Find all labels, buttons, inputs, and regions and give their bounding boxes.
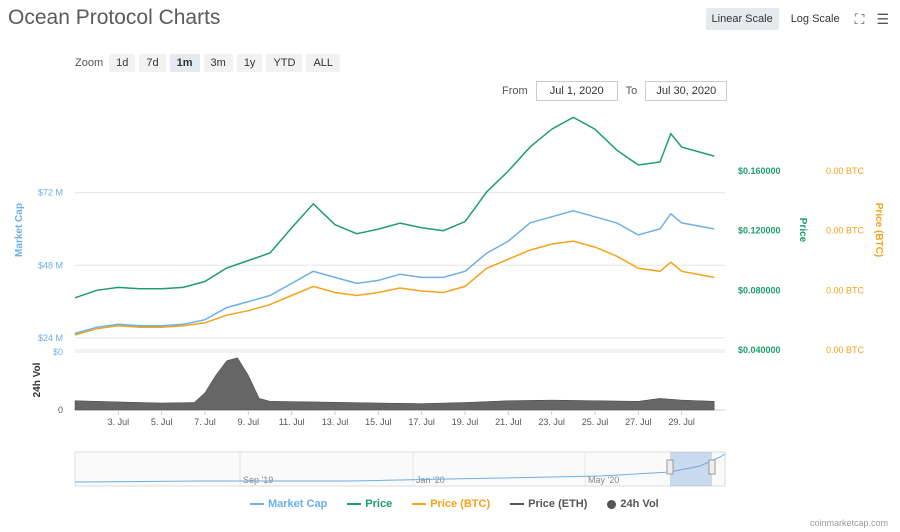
legend-price[interactable]: Price: [347, 498, 392, 510]
price-tick-label: $0.120000: [738, 226, 781, 236]
x-tick-label: 5. Jul: [151, 417, 173, 427]
x-tick-label: 21. Jul: [495, 417, 522, 427]
legend-24h-vol[interactable]: 24h Vol: [607, 498, 659, 510]
linear-scale-button[interactable]: Linear Scale: [705, 8, 779, 30]
legend-price-btc[interactable]: Price (BTC): [412, 498, 490, 510]
from-date-input[interactable]: [535, 81, 618, 101]
zoom-3m-button[interactable]: 3m: [203, 54, 233, 72]
navigator-handle-right: [708, 459, 716, 475]
market-cap-line: [74, 210, 715, 335]
to-label: To: [625, 85, 638, 97]
zoom-all-button[interactable]: ALL: [306, 54, 341, 72]
x-tick-label: 19. Jul: [452, 417, 479, 427]
x-tick-label: 17. Jul: [408, 417, 435, 427]
price-line: [74, 116, 715, 299]
zoom-row: Zoom 1d 7d 1m 3m 1y YTD ALL: [75, 54, 341, 72]
x-tick-label: 27. Jul: [625, 417, 652, 427]
volume-axis-title: 24h Vol: [32, 362, 43, 397]
volume-tick-label: $0: [53, 347, 63, 357]
volume-tick-label: 0: [58, 405, 63, 415]
page-title: Ocean Protocol Charts: [8, 6, 221, 29]
market-cap-tick-label: $48 M: [38, 260, 63, 270]
fullscreen-icon[interactable]: ⛶: [854, 10, 865, 27]
log-scale-button[interactable]: Log Scale: [790, 13, 840, 25]
legend-price-eth[interactable]: Price (ETH): [510, 498, 587, 510]
x-tick-label: 9. Jul: [238, 417, 260, 427]
price-btc-tick-label: 0.00 BTC: [826, 285, 865, 295]
zoom-7d-button[interactable]: 7d: [139, 54, 166, 72]
x-tick-label: 29. Jul: [668, 417, 695, 427]
zoom-label: Zoom: [75, 57, 104, 69]
navigator-selection: [670, 452, 712, 486]
from-label: From: [502, 85, 528, 97]
price-btc-tick-label: 0.00 BTC: [826, 166, 865, 176]
price-btc-axis-title: Price (BTC): [873, 203, 884, 257]
x-tick-label: 3. Jul: [108, 417, 130, 427]
navigator-label: Jan '20: [416, 475, 445, 485]
zoom-1y-button[interactable]: 1y: [236, 54, 263, 72]
date-range: From To: [502, 81, 728, 101]
chart-legend: Market Cap Price Price (BTC) Price (ETH)…: [250, 498, 659, 510]
navigator-label: Sep '19: [243, 475, 273, 485]
market-cap-axis-title: Market Cap: [14, 203, 25, 257]
navigator-label: May '20: [588, 475, 619, 485]
legend-market-cap[interactable]: Market Cap: [250, 498, 327, 510]
navigator-handle-left: [666, 459, 674, 475]
x-tick-label: 11. Jul: [279, 417, 305, 427]
price-tick-label: $0.160000: [738, 166, 781, 176]
market-cap-tick-label: $24 M: [38, 333, 63, 343]
zoom-1d-button[interactable]: 1d: [109, 54, 136, 72]
x-tick-label: 23. Jul: [538, 417, 565, 427]
price-btc-tick-label: 0.00 BTC: [826, 345, 865, 355]
chart-toolbar: Linear Scale Log Scale ⛶ ☰: [705, 8, 892, 30]
zoom-1m-button[interactable]: 1m: [169, 54, 200, 72]
to-date-input[interactable]: [645, 81, 728, 101]
price-tick-label: $0.040000: [738, 345, 781, 355]
zoom-ytd-button[interactable]: YTD: [266, 54, 303, 72]
x-tick-label: 7. Jul: [194, 417, 216, 427]
market-cap-tick-label: $72 M: [38, 188, 63, 198]
menu-icon[interactable]: ☰: [876, 10, 889, 27]
price-tick-label: $0.080000: [738, 285, 781, 295]
volume-area: [74, 357, 715, 411]
x-tick-label: 13. Jul: [322, 417, 349, 427]
credit: coinmarketcap.com: [809, 518, 888, 528]
x-tick-label: 25. Jul: [582, 417, 609, 427]
price-axis-title: Price: [797, 218, 808, 243]
price-btc-tick-label: 0.00 BTC: [826, 226, 865, 236]
x-tick-label: 15. Jul: [365, 417, 392, 427]
